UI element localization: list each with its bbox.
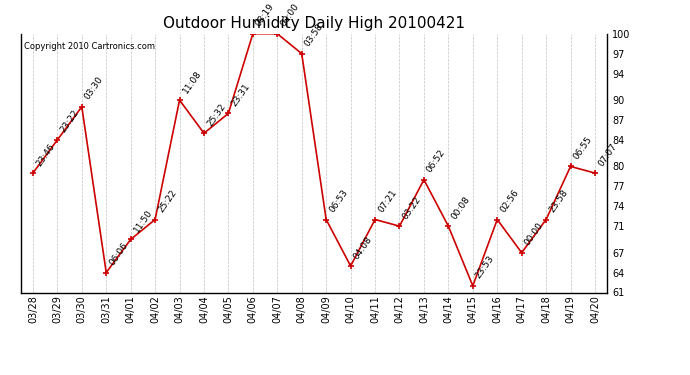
Text: 11:08: 11:08 [181, 68, 203, 95]
Text: 23:58: 23:58 [547, 188, 569, 214]
Text: 03:58: 03:58 [303, 22, 325, 48]
Text: 00:00: 00:00 [523, 221, 545, 248]
Text: 06:52: 06:52 [425, 148, 447, 174]
Text: 07:21: 07:21 [376, 188, 398, 214]
Text: 06:53: 06:53 [327, 188, 350, 214]
Text: 06:06: 06:06 [108, 241, 130, 267]
Text: Copyright 2010 Cartronics.com: Copyright 2010 Cartronics.com [23, 42, 155, 51]
Text: 04:08: 04:08 [352, 234, 374, 261]
Text: 23:53: 23:53 [474, 254, 496, 280]
Text: 02:56: 02:56 [498, 188, 520, 214]
Text: 00:08: 00:08 [450, 195, 472, 221]
Text: 00:00: 00:00 [279, 2, 301, 28]
Text: 25:22: 25:22 [157, 188, 178, 214]
Text: 23:22: 23:22 [59, 108, 81, 135]
Text: 06:55: 06:55 [572, 135, 594, 161]
Title: Outdoor Humidity Daily High 20100421: Outdoor Humidity Daily High 20100421 [163, 16, 465, 31]
Text: 07:07: 07:07 [596, 141, 618, 168]
Text: 23:46: 23:46 [34, 142, 56, 168]
Text: 23:31: 23:31 [230, 82, 252, 108]
Text: 08:19: 08:19 [254, 2, 276, 28]
Text: 11:50: 11:50 [132, 208, 154, 234]
Text: 03:30: 03:30 [83, 75, 106, 101]
Text: 25:32: 25:32 [205, 102, 227, 128]
Text: 03:22: 03:22 [401, 195, 423, 221]
